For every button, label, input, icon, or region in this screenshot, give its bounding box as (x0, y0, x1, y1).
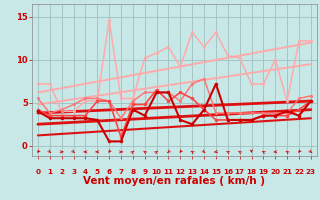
X-axis label: Vent moyen/en rafales ( km/h ): Vent moyen/en rafales ( km/h ) (84, 176, 265, 186)
